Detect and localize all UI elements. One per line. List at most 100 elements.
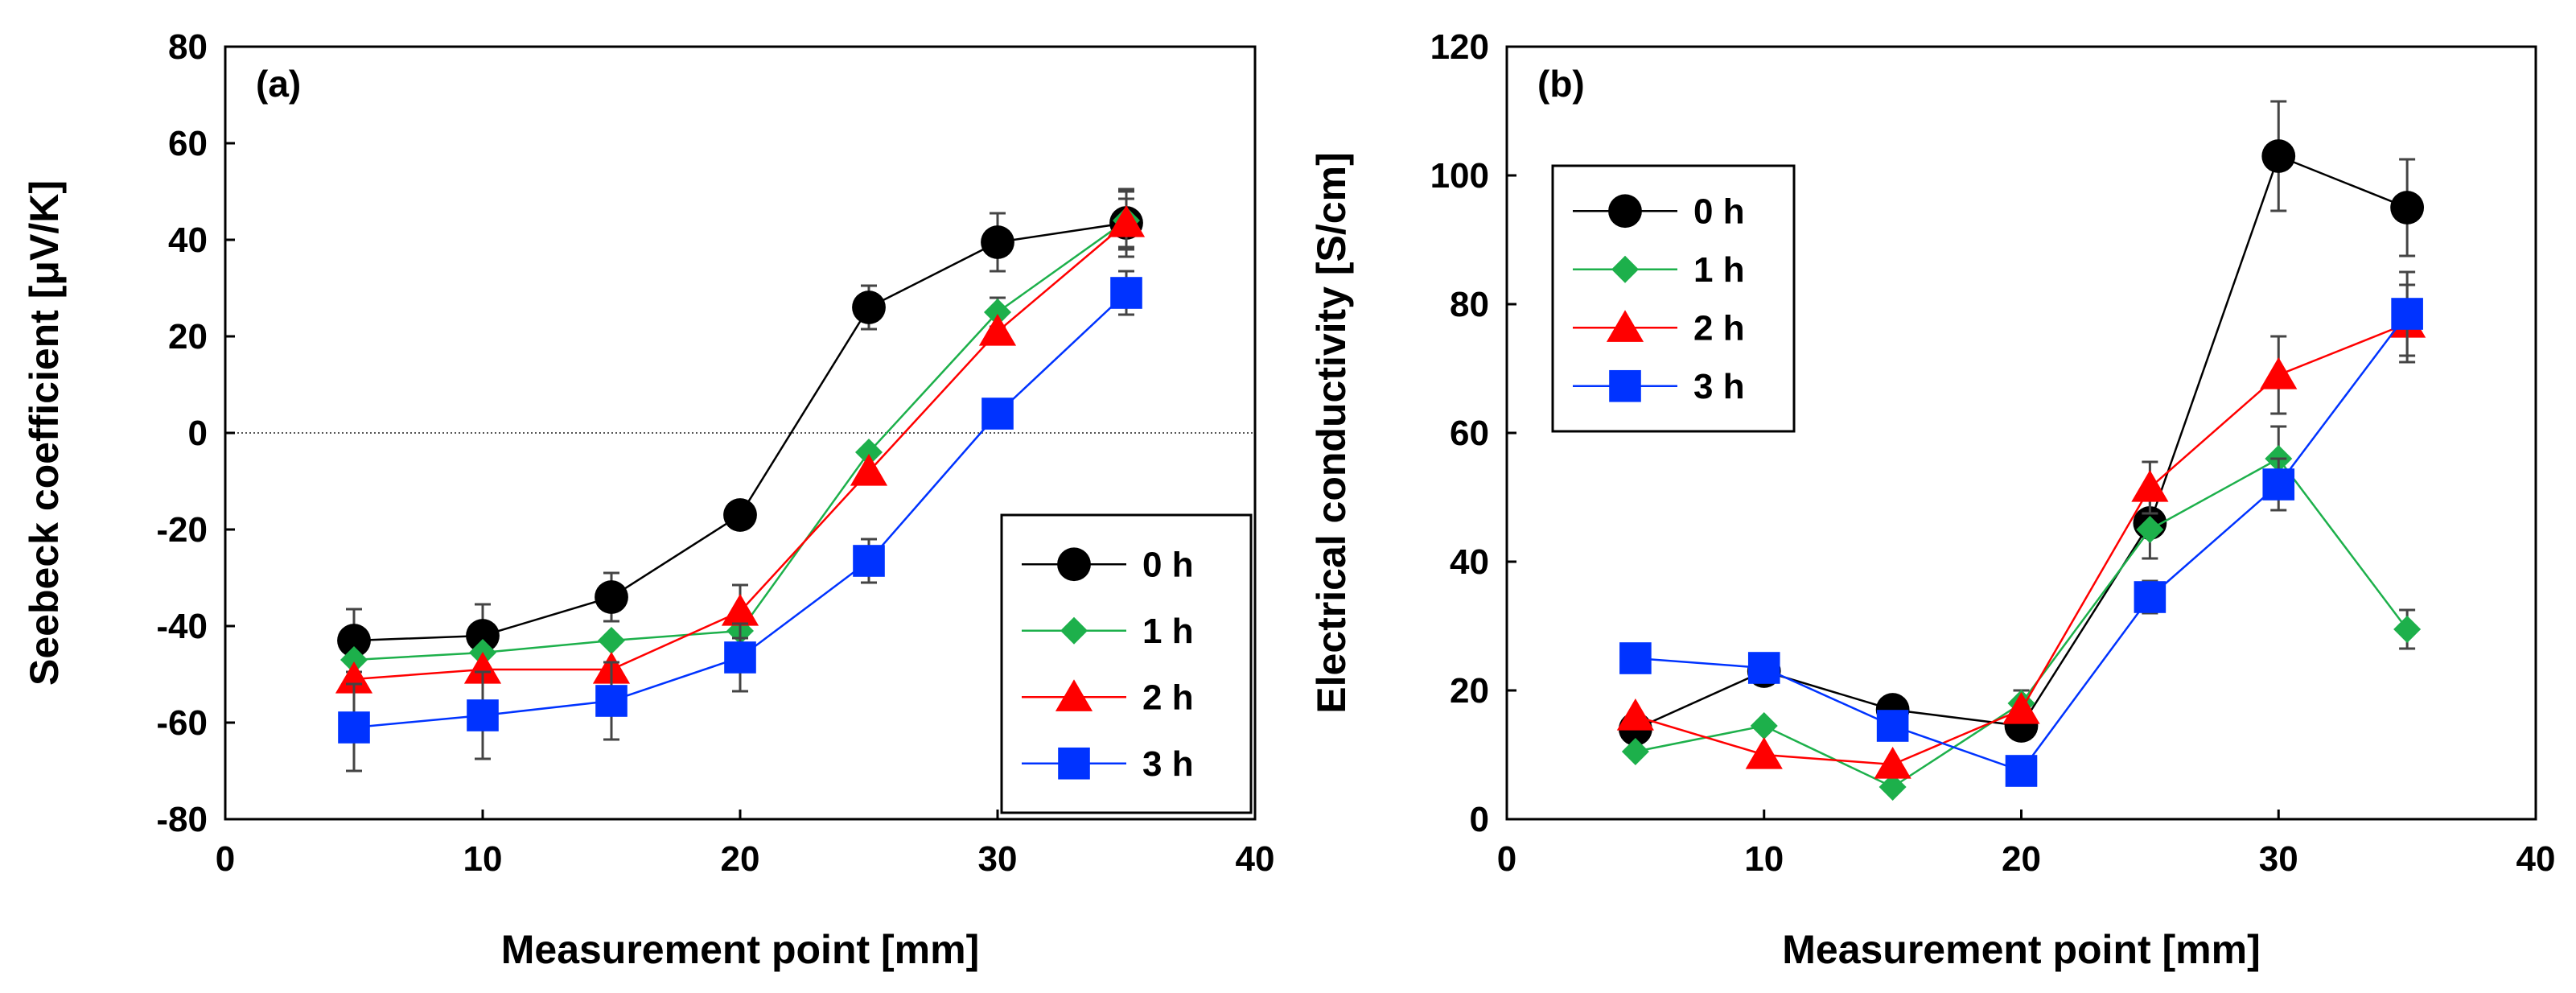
x-axis-label: Measurement point [mm] <box>1782 927 2261 972</box>
data-point-square <box>2134 581 2167 613</box>
data-point-square <box>2262 468 2295 501</box>
legend-label: 0 h <box>1693 192 1745 231</box>
legend: 0 h 1 h 2 h 3 h <box>1551 164 1796 433</box>
y-tick-label: 0 <box>1470 800 1489 839</box>
y-tick-label: 80 <box>1450 285 1489 324</box>
data-point-triangle <box>1616 698 1654 731</box>
data-point-square <box>1876 710 1909 742</box>
legend-label: 3 h <box>1142 744 1194 784</box>
data-point-circle <box>337 624 371 657</box>
data-point-diamond <box>1621 738 1649 765</box>
data-point-square <box>1619 642 1652 674</box>
legend-marker-triangle <box>1055 679 1093 711</box>
legend-marker-square <box>1609 369 1641 402</box>
series-3h <box>1619 270 2423 787</box>
data-point-circle <box>2261 139 2296 173</box>
data-point-circle <box>595 580 628 614</box>
data-point-triangle <box>2002 692 2040 724</box>
data-point-triangle <box>978 314 1017 346</box>
x-tick-label: 10 <box>1744 839 1784 879</box>
legend-label: 2 h <box>1142 678 1194 717</box>
series-1h <box>1621 425 2422 801</box>
x-tick-label: 30 <box>2259 839 2298 879</box>
data-point-circle <box>466 619 500 653</box>
legend-label: 1 h <box>1142 612 1194 651</box>
data-point-circle <box>981 225 1014 259</box>
series-3h <box>338 270 1142 773</box>
y-tick-label: 120 <box>1430 27 1489 67</box>
y-tick-label: 0 <box>188 414 208 453</box>
data-point-circle <box>2390 191 2425 225</box>
data-point-triangle <box>850 454 888 486</box>
legend-marker-circle <box>1608 194 1642 229</box>
data-point-diamond <box>1879 773 1907 801</box>
chart-panel-a: 0 10 20 30 40 -80 -60 -40 -20 0 20 40 60 80 Measuremen… <box>22 27 1274 972</box>
y-tick-label: -60 <box>156 703 208 743</box>
data-point-diamond <box>2393 616 2422 643</box>
y-axis-label: Seebeck coefficient [μV/K] <box>22 180 67 686</box>
data-point-diamond <box>598 627 625 654</box>
data-point-diamond <box>1750 712 1778 740</box>
y-tick-label: 100 <box>1430 156 1489 196</box>
data-point-square <box>2005 755 2038 787</box>
data-point-diamond <box>340 646 368 674</box>
data-point-triangle <box>1107 205 1146 237</box>
data-point-triangle <box>2131 470 2169 502</box>
data-point-square <box>853 545 885 577</box>
legend-box <box>1000 513 1253 814</box>
data-point-triangle <box>1874 747 1911 779</box>
x-tick-label: 30 <box>978 839 1018 879</box>
legend-box <box>1551 164 1796 433</box>
y-tick-label: 80 <box>168 27 208 67</box>
data-point-diamond <box>855 439 883 466</box>
panel-label: (b) <box>1537 63 1585 105</box>
x-tick-label: 20 <box>2002 839 2041 879</box>
legend-marker-circle <box>1057 547 1091 582</box>
data-point-square <box>1110 277 1142 309</box>
data-point-square <box>338 711 370 744</box>
legend-marker-diamond <box>1611 255 1639 283</box>
x-tick-label: 0 <box>1497 839 1516 879</box>
data-point-circle <box>852 290 886 324</box>
y-axis-label: Electrical conductivity [S/cm] <box>1309 152 1354 713</box>
y-tick-label: -40 <box>156 607 208 646</box>
data-point-square <box>724 641 756 674</box>
y-tick-label: 40 <box>1450 542 1489 582</box>
legend-marker-square <box>1058 747 1090 780</box>
legend: 0 h 1 h 2 h 3 h <box>1000 513 1253 814</box>
y-tick-label: 40 <box>168 220 208 260</box>
data-point-square <box>595 685 628 717</box>
y-tick-label: 20 <box>168 317 208 356</box>
legend-label: 1 h <box>1693 250 1745 290</box>
y-tick-label: 60 <box>1450 414 1489 453</box>
y-tick-label: 20 <box>1450 671 1489 711</box>
data-point-triangle <box>721 594 759 626</box>
data-point-triangle <box>2260 357 2298 389</box>
data-point-square <box>1747 652 1780 684</box>
x-tick-label: 20 <box>721 839 760 879</box>
x-tick-label: 0 <box>216 839 235 879</box>
data-point-triangle <box>1745 737 1783 769</box>
x-tick-label: 40 <box>1236 839 1275 879</box>
data-point-square <box>981 398 1014 430</box>
data-point-triangle <box>463 652 502 684</box>
data-point-diamond <box>984 299 1011 326</box>
data-point-circle <box>723 498 757 532</box>
y-tick-label: 60 <box>168 124 208 163</box>
legend-marker-triangle <box>1606 310 1644 342</box>
legend-marker-diamond <box>1060 616 1088 645</box>
y-tick-label: -80 <box>156 800 208 839</box>
legend-label: 2 h <box>1693 308 1745 348</box>
data-point-diamond <box>2136 516 2164 543</box>
data-point-square <box>467 699 499 731</box>
x-tick-label: 40 <box>2516 839 2556 879</box>
data-point-square <box>2391 298 2423 330</box>
x-axis-label: Measurement point [mm] <box>501 927 980 972</box>
x-tick-label: 10 <box>463 839 503 879</box>
chart-panel-b: 0 10 20 30 40 0 20 40 60 80 100 120 Measurement poin… <box>1309 27 2555 972</box>
legend-label: 0 h <box>1142 545 1194 584</box>
data-point-triangle <box>335 661 373 694</box>
panel-label: (a) <box>256 63 301 105</box>
legend-label: 3 h <box>1693 367 1745 406</box>
